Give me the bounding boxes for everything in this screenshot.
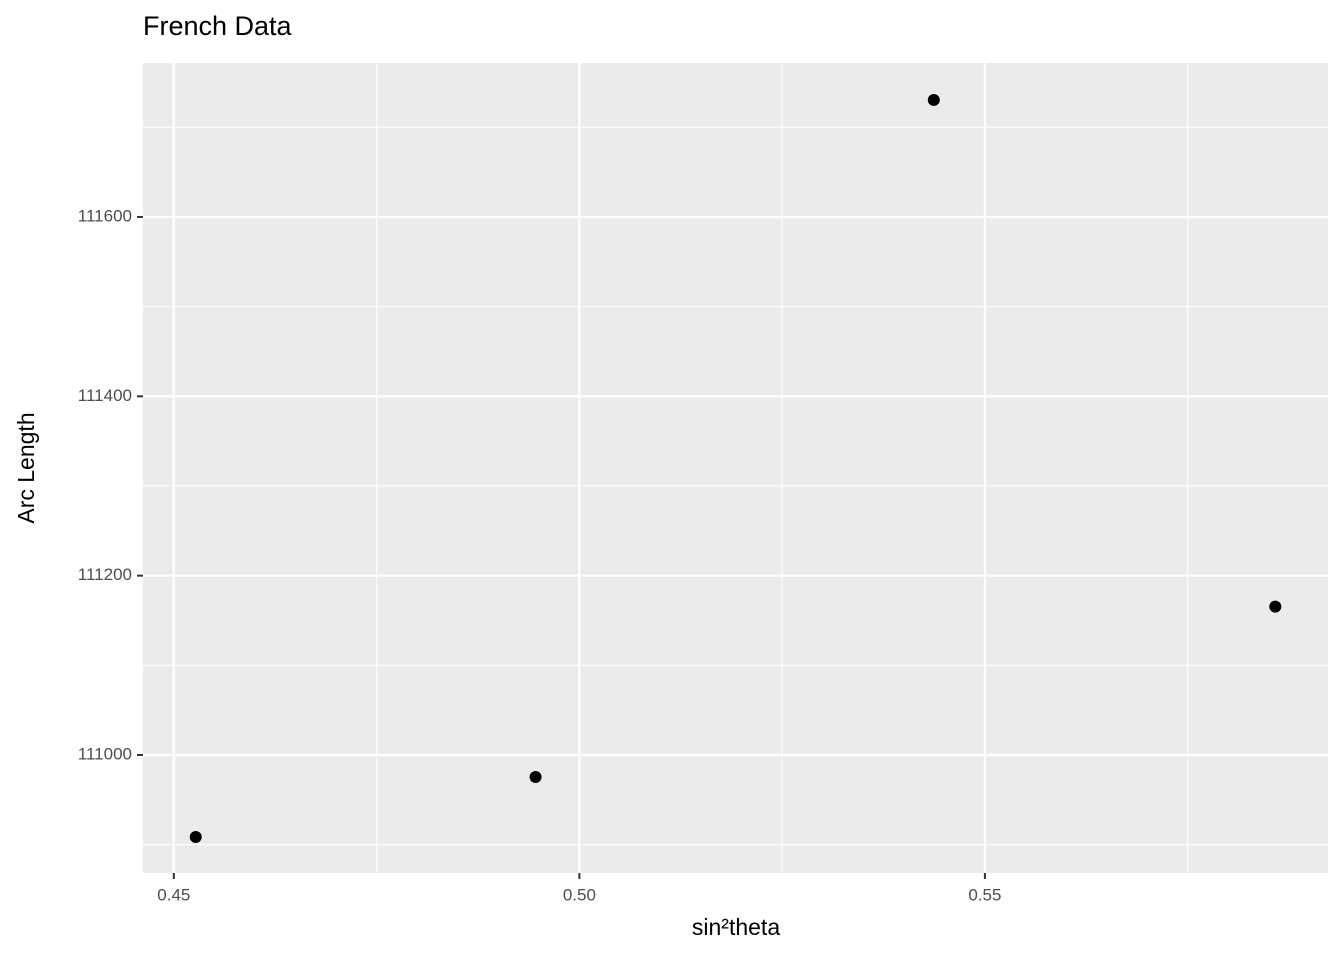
- point: [1269, 600, 1282, 613]
- y-tick-label: 111600: [78, 206, 132, 225]
- point: [189, 830, 202, 843]
- chart-title: French Data: [143, 11, 293, 41]
- panel: [143, 63, 1328, 873]
- point: [529, 770, 542, 783]
- x-axis-title: sin²theta: [692, 914, 780, 940]
- x-tick-label: 0.45: [157, 885, 190, 904]
- y-tick-label: 111200: [78, 565, 132, 584]
- x-tick-label: 0.50: [563, 885, 596, 904]
- y-tick-label: 111000: [78, 744, 132, 763]
- y-tick-label: 111400: [78, 386, 132, 405]
- point: [927, 93, 940, 106]
- y-axis-title: Arc Length: [13, 412, 39, 523]
- x-tick-label: 0.55: [968, 885, 1001, 904]
